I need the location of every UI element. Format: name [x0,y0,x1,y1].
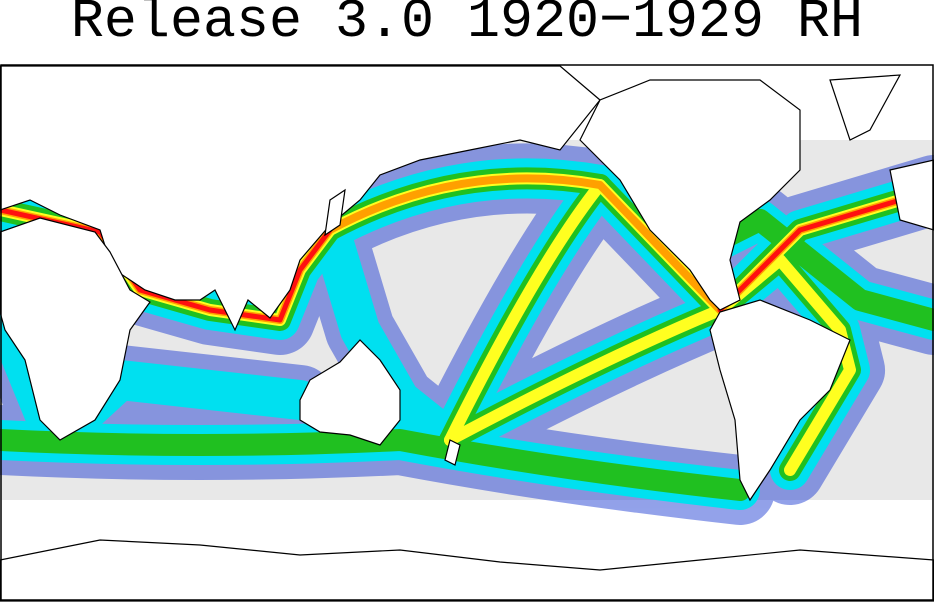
south-america [709,299,851,502]
map-frame [0,64,934,601]
north-america [579,79,801,311]
australia [299,339,401,446]
new-zealand [444,439,461,466]
africa [0,217,151,441]
map [0,64,934,602]
map-title: Release 3.0 1920−1929 RH [70,0,864,53]
antarctica [0,539,934,602]
greenland [829,74,902,141]
europe-west [889,159,934,231]
japan [324,188,346,237]
eurasia [0,65,601,332]
land [0,65,934,602]
